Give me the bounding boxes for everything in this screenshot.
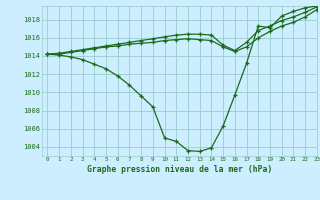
X-axis label: Graphe pression niveau de la mer (hPa): Graphe pression niveau de la mer (hPa): [87, 165, 272, 174]
